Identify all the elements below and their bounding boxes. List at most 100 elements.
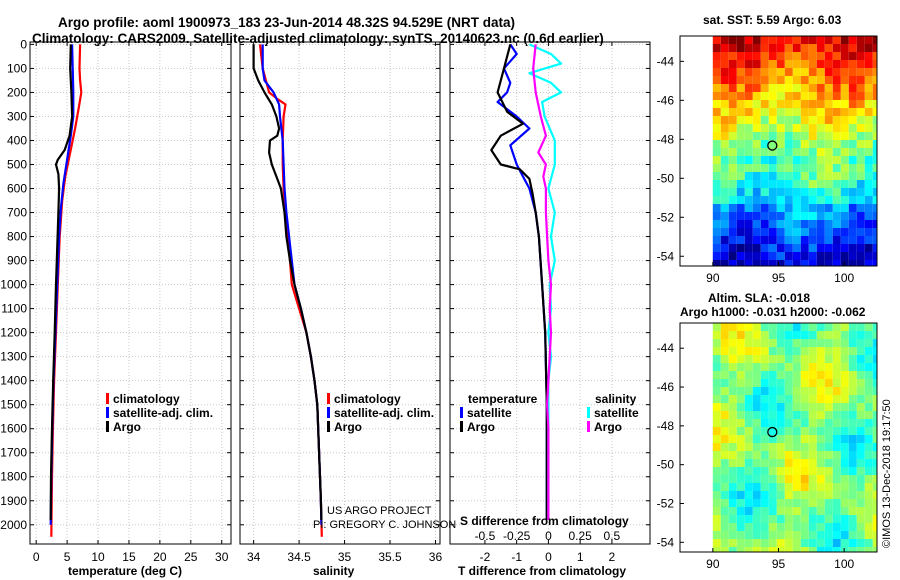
map-cell xyxy=(840,427,849,435)
map-cell xyxy=(776,228,785,236)
map-cell xyxy=(824,339,833,347)
map-cell xyxy=(728,204,737,212)
sst-map: -44 -46 -48 -50 -52 -54 90 95 100 xyxy=(657,35,878,285)
map-cell xyxy=(776,379,785,387)
map-cell xyxy=(736,212,745,220)
map-cell xyxy=(744,220,753,228)
map-cell xyxy=(824,355,833,363)
sla-map-subtitle: Argo h1000: -0.031 h2000: -0.062 xyxy=(680,305,866,319)
map-cell xyxy=(776,68,785,76)
map-cell xyxy=(872,204,877,212)
map-cell xyxy=(824,371,833,379)
map-cell xyxy=(744,180,753,188)
map-cell xyxy=(864,100,873,108)
map-cell xyxy=(840,451,849,459)
map-cell xyxy=(776,467,785,475)
map-cell xyxy=(736,172,745,180)
map-cell xyxy=(752,443,761,451)
map-cell xyxy=(856,435,865,443)
map-cell xyxy=(832,371,841,379)
map-cell xyxy=(760,363,769,371)
map-cell xyxy=(752,467,761,475)
map-cell xyxy=(848,459,857,467)
map-cell xyxy=(800,220,809,228)
map-cell xyxy=(720,108,729,116)
map-cell xyxy=(832,212,841,220)
map-cell xyxy=(832,443,841,451)
map-cell xyxy=(768,228,777,236)
map-cell xyxy=(872,347,877,355)
map-cell xyxy=(792,411,801,419)
map-cell xyxy=(808,84,817,92)
map-cell xyxy=(824,379,833,387)
map-cell xyxy=(776,140,785,148)
map-cell xyxy=(808,531,817,539)
map-cell xyxy=(800,140,809,148)
map-cell xyxy=(800,172,809,180)
map-cell xyxy=(776,411,785,419)
map-cell xyxy=(848,76,857,84)
map-cell xyxy=(872,371,877,379)
map-cell xyxy=(728,188,737,196)
map-cell xyxy=(712,379,721,387)
map-cell xyxy=(800,68,809,76)
map-cell xyxy=(872,228,877,236)
map-cell xyxy=(792,124,801,132)
map-cell xyxy=(768,323,777,331)
map-cell xyxy=(712,419,721,427)
map-cell xyxy=(824,204,833,212)
map-cell xyxy=(760,164,769,172)
map-cell xyxy=(840,483,849,491)
map-cell xyxy=(768,419,777,427)
map-cell xyxy=(832,148,841,156)
map-cell xyxy=(728,395,737,403)
map-cell xyxy=(720,483,729,491)
map-cell xyxy=(792,371,801,379)
map-cell xyxy=(872,387,877,395)
map-cell xyxy=(736,260,745,266)
map-cell xyxy=(848,339,857,347)
map-x-tick-label: 90 xyxy=(706,557,720,571)
map-cell xyxy=(744,459,753,467)
map-cell xyxy=(824,523,833,531)
map-cell xyxy=(816,475,825,483)
legend-label-climatology: climatology xyxy=(113,392,180,406)
map-cell xyxy=(832,188,841,196)
map-cell xyxy=(832,108,841,116)
map-cell xyxy=(824,148,833,156)
map-cell xyxy=(728,116,737,124)
map-cell xyxy=(776,204,785,212)
map-cell xyxy=(800,196,809,204)
map-cell xyxy=(752,68,761,76)
map-cell xyxy=(872,52,877,60)
map-cell xyxy=(720,92,729,100)
map-cell xyxy=(856,148,865,156)
map-cell xyxy=(816,419,825,427)
map-cell xyxy=(728,539,737,547)
map-cell xyxy=(856,140,865,148)
map-cell xyxy=(792,347,801,355)
map-cell xyxy=(824,212,833,220)
salinity-x-tick-label: 35.5 xyxy=(378,550,402,564)
map-cell xyxy=(808,164,817,172)
map-cell xyxy=(760,236,769,244)
map-cell xyxy=(768,204,777,212)
map-cell xyxy=(808,44,817,52)
map-cell xyxy=(816,339,825,347)
map-cell xyxy=(864,36,873,44)
map-cell xyxy=(800,347,809,355)
map-cell xyxy=(856,363,865,371)
map-cell xyxy=(720,76,729,84)
map-cell xyxy=(784,539,793,547)
map-cell xyxy=(760,92,769,100)
depth-tick-label: 1600 xyxy=(0,422,27,436)
map-cell xyxy=(848,467,857,475)
map-cell xyxy=(712,411,721,419)
map-cell xyxy=(808,491,817,499)
map-cell xyxy=(840,108,849,116)
map-cell xyxy=(736,156,745,164)
map-cell xyxy=(768,467,777,475)
map-cell xyxy=(816,451,825,459)
map-cell xyxy=(744,52,753,60)
map-cell xyxy=(760,395,769,403)
